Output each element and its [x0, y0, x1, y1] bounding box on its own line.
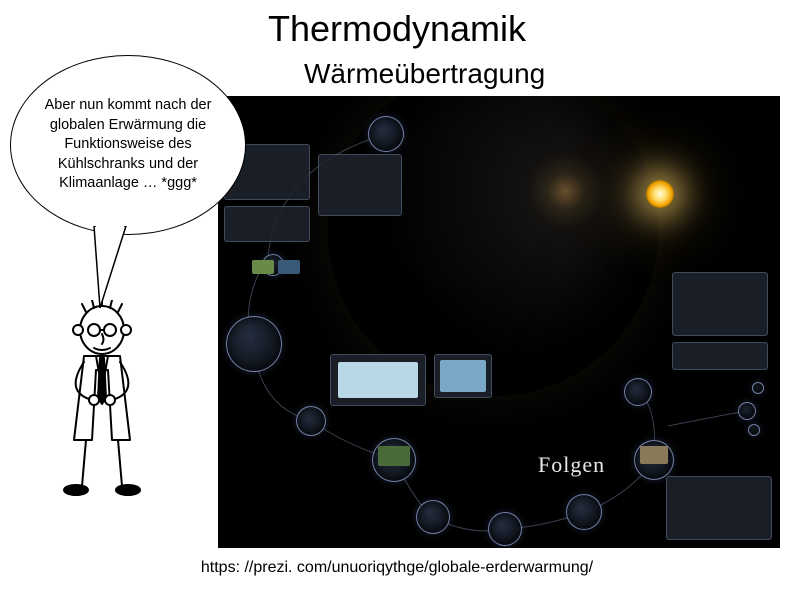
- prezi-node: [566, 494, 602, 530]
- prezi-thumb: [338, 362, 418, 398]
- prezi-card: [672, 272, 768, 336]
- prezi-card: [672, 342, 768, 370]
- prezi-node: [416, 500, 450, 534]
- prezi-node: [752, 382, 764, 394]
- prezi-node: [748, 424, 760, 436]
- speech-bubble: Aber nun kommt nach der globalen Erwärmu…: [10, 55, 246, 235]
- prezi-node: [368, 116, 404, 152]
- cartoon-character: [44, 300, 164, 500]
- page-title: Thermodynamik: [0, 8, 794, 50]
- source-url: https: //prezi. com/unuoriqythge/globale…: [0, 559, 794, 577]
- prezi-card: [318, 154, 402, 216]
- prezi-node: [226, 316, 282, 372]
- prezi-node: [488, 512, 522, 546]
- speech-bubble-text: Aber nun kommt nach der globalen Erwärmu…: [25, 96, 231, 194]
- prezi-node: [738, 402, 756, 420]
- prezi-thumb: [440, 360, 486, 392]
- prezi-node: [296, 406, 326, 436]
- prezi-thumb: [640, 446, 668, 464]
- prezi-node: [624, 378, 652, 406]
- page-subtitle: Wärmeübertragung: [304, 58, 545, 90]
- prezi-thumb: [378, 446, 410, 466]
- prezi-thumb: [278, 260, 300, 274]
- prezi-thumb: [252, 260, 274, 274]
- prezi-card: [666, 476, 772, 540]
- prezi-card: [224, 206, 310, 242]
- prezi-canvas: Folgen: [218, 96, 780, 548]
